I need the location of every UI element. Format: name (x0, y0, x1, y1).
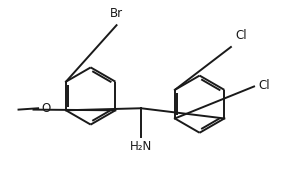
Text: H₂N: H₂N (130, 140, 152, 153)
Text: O: O (41, 102, 50, 115)
Text: Cl: Cl (258, 79, 270, 92)
Text: Cl: Cl (235, 29, 247, 41)
Text: Br: Br (110, 7, 123, 20)
